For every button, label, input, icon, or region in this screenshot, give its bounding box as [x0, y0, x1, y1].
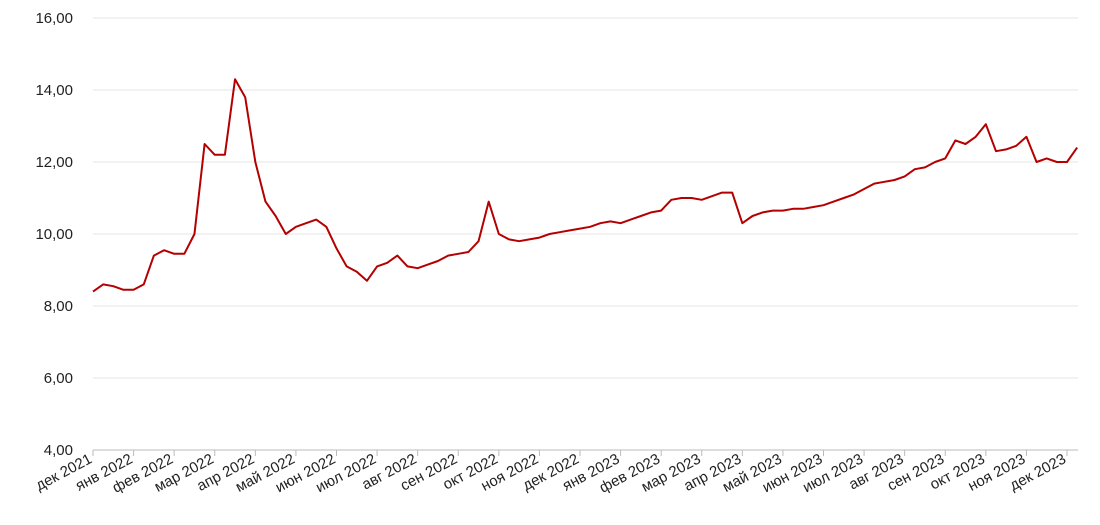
y-tick-label: 4,00 [44, 442, 73, 459]
y-tick-label: 10,00 [35, 226, 73, 243]
series-line [92, 78, 1078, 293]
y-tick-label: 8,00 [44, 298, 73, 315]
y-tick-label: 16,00 [35, 10, 73, 27]
y-tick-label: 6,00 [44, 370, 73, 387]
y-tick-label: 14,00 [35, 82, 73, 99]
y-tick-label: 12,00 [35, 154, 73, 171]
